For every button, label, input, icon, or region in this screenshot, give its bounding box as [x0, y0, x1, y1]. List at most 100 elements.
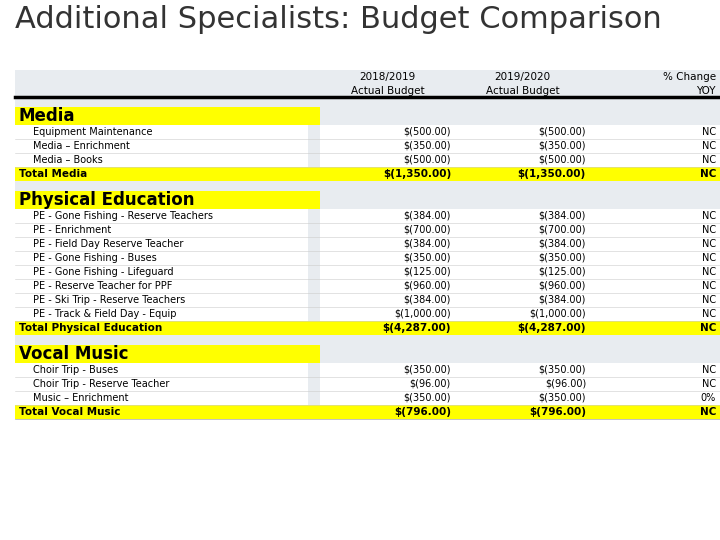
- Text: NC: NC: [702, 211, 716, 221]
- Bar: [455, 223, 590, 237]
- Bar: [320, 405, 455, 419]
- Text: PE - Field Day Reserve Teacher: PE - Field Day Reserve Teacher: [33, 239, 184, 249]
- Bar: [590, 107, 720, 125]
- Bar: [455, 97, 590, 107]
- Bar: [308, 335, 320, 345]
- Text: PE - Gone Fishing - Buses: PE - Gone Fishing - Buses: [33, 253, 157, 263]
- Bar: [308, 181, 320, 191]
- Bar: [320, 345, 455, 363]
- Text: PE - Gone Fishing - Lifeguard: PE - Gone Fishing - Lifeguard: [33, 267, 174, 277]
- Bar: [455, 345, 590, 363]
- Bar: [455, 181, 590, 191]
- Text: Total Physical Education: Total Physical Education: [19, 323, 162, 333]
- Text: $(384.00): $(384.00): [404, 295, 451, 305]
- Text: $(1,000.00): $(1,000.00): [529, 309, 586, 319]
- Bar: [15, 125, 308, 139]
- Bar: [590, 70, 720, 84]
- Text: $(4,287.00): $(4,287.00): [382, 323, 451, 333]
- Bar: [320, 363, 455, 377]
- Text: NC: NC: [702, 379, 716, 389]
- Bar: [320, 107, 455, 125]
- Bar: [320, 139, 455, 153]
- Bar: [308, 251, 320, 265]
- Text: $(384.00): $(384.00): [539, 295, 586, 305]
- Text: PE - Enrichment: PE - Enrichment: [33, 225, 112, 235]
- Text: Actual Budget: Actual Budget: [486, 85, 559, 96]
- Bar: [15, 363, 308, 377]
- Text: YOY: YOY: [696, 85, 716, 96]
- Bar: [320, 335, 455, 345]
- Bar: [590, 209, 720, 223]
- Bar: [15, 181, 308, 191]
- Bar: [15, 251, 308, 265]
- Bar: [590, 345, 720, 363]
- Bar: [15, 139, 308, 153]
- Bar: [15, 84, 308, 97]
- Bar: [15, 293, 308, 307]
- Text: Additional Specialists: Budget Comparison: Additional Specialists: Budget Compariso…: [15, 5, 662, 34]
- Text: $(500.00): $(500.00): [539, 155, 586, 165]
- Text: Total Media: Total Media: [19, 169, 87, 179]
- Bar: [590, 363, 720, 377]
- Text: $(700.00): $(700.00): [403, 225, 451, 235]
- Bar: [320, 391, 455, 405]
- Bar: [455, 251, 590, 265]
- Text: $(500.00): $(500.00): [539, 127, 586, 137]
- Bar: [15, 391, 308, 405]
- Text: $(350.00): $(350.00): [539, 253, 586, 263]
- Bar: [455, 70, 590, 84]
- Text: $(1,350.00): $(1,350.00): [518, 169, 586, 179]
- Bar: [590, 307, 720, 321]
- Text: NC: NC: [702, 127, 716, 137]
- Text: $(796.00): $(796.00): [529, 407, 586, 417]
- Text: Physical Education: Physical Education: [19, 191, 194, 209]
- Bar: [320, 293, 455, 307]
- Bar: [15, 223, 308, 237]
- Bar: [320, 167, 455, 181]
- Bar: [308, 405, 320, 419]
- Bar: [320, 377, 455, 391]
- Bar: [455, 363, 590, 377]
- Bar: [590, 125, 720, 139]
- Bar: [308, 307, 320, 321]
- Text: NC: NC: [702, 295, 716, 305]
- Bar: [15, 321, 308, 335]
- Text: $(96.00): $(96.00): [545, 379, 586, 389]
- Bar: [455, 167, 590, 181]
- Bar: [308, 363, 320, 377]
- Bar: [308, 70, 320, 84]
- Bar: [308, 84, 320, 97]
- Bar: [455, 321, 590, 335]
- Bar: [455, 279, 590, 293]
- Text: Media – Books: Media – Books: [33, 155, 103, 165]
- Text: $(384.00): $(384.00): [539, 239, 586, 249]
- Bar: [455, 237, 590, 251]
- Text: $(350.00): $(350.00): [539, 141, 586, 151]
- Bar: [308, 97, 320, 107]
- Text: $(384.00): $(384.00): [539, 211, 586, 221]
- Bar: [308, 321, 320, 335]
- Text: NC: NC: [702, 267, 716, 277]
- Bar: [590, 391, 720, 405]
- Bar: [15, 377, 308, 391]
- Bar: [308, 209, 320, 223]
- Bar: [590, 251, 720, 265]
- Bar: [308, 139, 320, 153]
- Bar: [590, 139, 720, 153]
- Text: NC: NC: [702, 239, 716, 249]
- Bar: [590, 97, 720, 107]
- Text: $(960.00): $(960.00): [539, 281, 586, 291]
- Text: NC: NC: [700, 407, 716, 417]
- Text: $(350.00): $(350.00): [403, 141, 451, 151]
- Text: Equipment Maintenance: Equipment Maintenance: [33, 127, 153, 137]
- Bar: [320, 153, 455, 167]
- Text: Total Vocal Music: Total Vocal Music: [19, 407, 120, 417]
- Bar: [308, 107, 320, 125]
- Bar: [590, 237, 720, 251]
- Text: Music – Enrichment: Music – Enrichment: [33, 393, 128, 403]
- Text: $(796.00): $(796.00): [394, 407, 451, 417]
- Bar: [590, 167, 720, 181]
- Text: Media: Media: [19, 107, 76, 125]
- Bar: [320, 279, 455, 293]
- Bar: [308, 293, 320, 307]
